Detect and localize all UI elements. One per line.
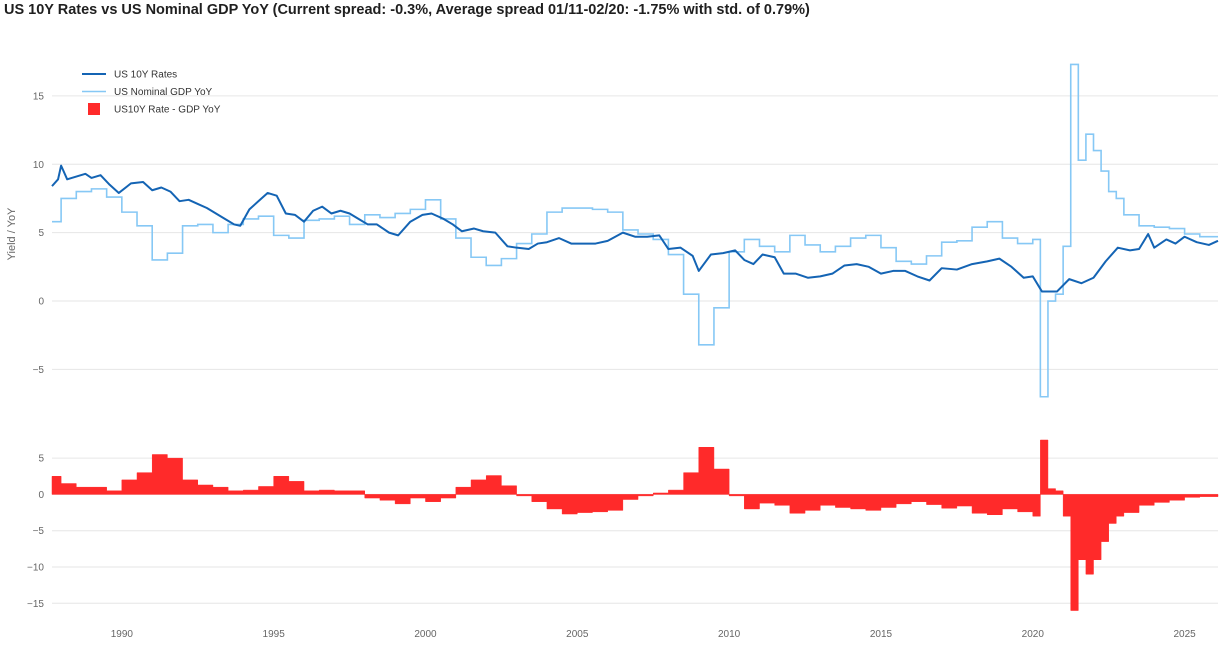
top-gridlines bbox=[52, 95, 1218, 370]
top-y-tick-label: 5 bbox=[38, 228, 44, 239]
us-10y-rates-line[interactable] bbox=[51, 164, 1219, 293]
y-axis-title: Yield / YoY bbox=[6, 207, 18, 260]
x-tick-label: 1995 bbox=[263, 629, 286, 640]
legend-entry-label[interactable]: US Nominal GDP YoY bbox=[114, 87, 213, 98]
x-tick-label: 2000 bbox=[414, 629, 437, 640]
legend-entry-label[interactable]: US 10Y Rates bbox=[114, 70, 177, 81]
bottom-y-tick-label: −15 bbox=[27, 599, 44, 610]
bottom-y-tick-label: −5 bbox=[33, 526, 45, 537]
lines-layer bbox=[51, 63, 1219, 398]
legend[interactable]: US 10Y Rates US Nominal GDP YoY US10Y Rate… bbox=[82, 70, 221, 116]
x-tick-label: 2010 bbox=[718, 629, 741, 640]
chart-title: US 10Y Rates vs US Nominal GDP YoY (Curr… bbox=[4, 2, 810, 18]
bottom-y-tick-label: 0 bbox=[38, 490, 44, 501]
legend-entry-label[interactable]: US10Y Rate - GDP YoY bbox=[114, 105, 221, 116]
legend-swatch-spread bbox=[88, 103, 100, 115]
top-y-tick-label: 0 bbox=[38, 297, 44, 308]
axis-labels-layer: −5 0 5 10 15 −15 −10 −5 0 5 1990 1995 2000 2005 2010 20… bbox=[6, 91, 1196, 640]
bottom-y-tick-label: 5 bbox=[38, 454, 44, 465]
top-y-tick-label: 15 bbox=[33, 91, 45, 102]
x-tick-label: 2015 bbox=[870, 629, 893, 640]
x-tick-label: 2005 bbox=[566, 629, 589, 640]
spread-area[interactable] bbox=[51, 439, 1219, 611]
x-tick-label: 1990 bbox=[111, 629, 134, 640]
spread-area-layer bbox=[51, 439, 1219, 611]
bottom-y-tick-label: −10 bbox=[27, 563, 44, 574]
gdp-yoy-line[interactable] bbox=[52, 63, 1218, 398]
x-tick-label: 2020 bbox=[1022, 629, 1045, 640]
top-y-tick-label: 10 bbox=[33, 160, 45, 171]
x-tick-label: 2025 bbox=[1173, 629, 1196, 640]
top-y-tick-label: −5 bbox=[33, 365, 45, 376]
